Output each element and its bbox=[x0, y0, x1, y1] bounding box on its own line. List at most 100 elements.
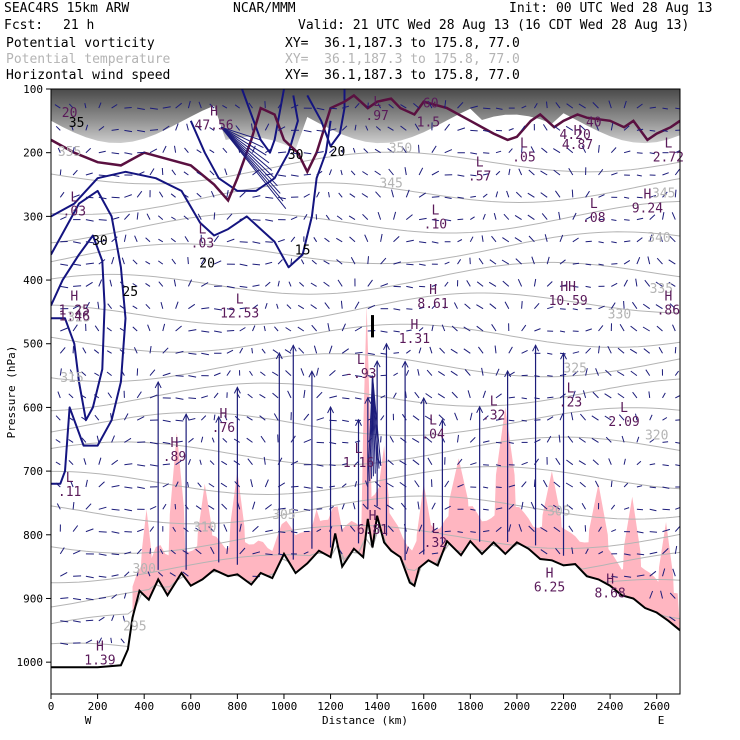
wind-vector-663 bbox=[439, 347, 446, 354]
wind-vector-735 bbox=[495, 170, 501, 176]
updraft-head-3 bbox=[233, 386, 241, 394]
wind-vector-723 bbox=[477, 346, 484, 354]
y-tick-label: 200 bbox=[23, 147, 43, 160]
wind-vector-31 bbox=[73, 241, 81, 244]
wind-vector-553 bbox=[374, 170, 381, 176]
wind-vector-322 bbox=[226, 545, 229, 554]
wind-vector-567 bbox=[374, 481, 381, 488]
wind-vector-782 bbox=[521, 324, 527, 332]
updraft-head-4 bbox=[275, 351, 283, 360]
wind-vector-991 bbox=[644, 279, 651, 287]
wind-vector-251 bbox=[188, 397, 197, 399]
wind-vector-928 bbox=[607, 345, 612, 354]
wind-vector-23 bbox=[60, 620, 69, 623]
wind-vector-613 bbox=[418, 167, 424, 176]
wind-vector-466 bbox=[316, 464, 324, 467]
wind-vector-666 bbox=[438, 414, 446, 421]
wind-vector-17 bbox=[55, 482, 61, 488]
wind-vector-305 bbox=[224, 168, 228, 176]
wind-vector-672 bbox=[457, 101, 464, 109]
wind-vector-7 bbox=[60, 263, 68, 266]
wind-vector-474 bbox=[328, 192, 330, 198]
terrain-line bbox=[51, 515, 680, 669]
wind-vector-505 bbox=[342, 441, 349, 444]
wind-vector-88 bbox=[93, 394, 100, 399]
wind-vector-467 bbox=[316, 486, 323, 489]
wind-vector-437 bbox=[299, 282, 305, 287]
wind-vector-145 bbox=[124, 551, 132, 555]
wind-vector-639 bbox=[431, 284, 438, 287]
wind-vector-601 bbox=[405, 370, 410, 376]
wind-vector-853 bbox=[555, 547, 561, 555]
wind-vector-659 bbox=[444, 261, 450, 265]
wind-vector-495 bbox=[336, 215, 343, 221]
field-name-pv: Potential vorticity bbox=[6, 36, 155, 51]
wind-vector-734 bbox=[495, 150, 502, 154]
wind-vector-800 bbox=[533, 278, 537, 287]
extremum-value-17: 8.61 bbox=[417, 297, 448, 312]
wind-vector-518 bbox=[350, 257, 356, 265]
wind-vector-227 bbox=[175, 350, 184, 354]
wind-vector-229 bbox=[175, 397, 184, 400]
wind-vector-1016 bbox=[656, 325, 663, 332]
wind-vector-652 bbox=[444, 100, 447, 109]
wind-vector-554 bbox=[375, 191, 381, 198]
wind-vector-746 bbox=[495, 418, 503, 421]
wind-vector-995 bbox=[645, 369, 651, 376]
wind-vector-321 bbox=[223, 524, 228, 532]
wind-vector-882 bbox=[585, 263, 592, 266]
wind-vector-203 bbox=[160, 301, 164, 309]
wind-vector-531 bbox=[367, 102, 369, 109]
wind-vector-275 bbox=[200, 436, 204, 443]
wind-vector-715 bbox=[482, 173, 489, 176]
wind-vector-250 bbox=[188, 375, 197, 378]
wind-vector-72 bbox=[85, 598, 94, 601]
wind-vector-400 bbox=[272, 392, 279, 399]
wind-vector-831 bbox=[540, 527, 548, 533]
wind-vector-295 bbox=[213, 414, 216, 421]
wind-vector-285 bbox=[210, 190, 215, 198]
wind-vector-957 bbox=[623, 507, 630, 510]
wind-vector-453 bbox=[316, 170, 323, 176]
wind-vector-1042 bbox=[675, 395, 680, 399]
wind-vector-719 bbox=[478, 258, 484, 265]
wind-vector-982 bbox=[636, 574, 645, 577]
wind-vector-375 bbox=[264, 302, 268, 309]
wind-vector-89 bbox=[94, 414, 100, 421]
wind-vector-727 bbox=[482, 440, 490, 443]
east-end-label: E bbox=[658, 714, 665, 727]
wind-vector-550 bbox=[377, 103, 382, 109]
wind-vector-99 bbox=[98, 637, 103, 644]
x-tick-label: 400 bbox=[134, 700, 154, 713]
wind-vector-441 bbox=[300, 368, 305, 376]
wind-vector-283 bbox=[209, 149, 215, 154]
theta-contour-7 bbox=[51, 353, 680, 383]
wind-vector-1004 bbox=[649, 570, 657, 577]
wind-vector-898 bbox=[598, 145, 600, 153]
wind-vector-188 bbox=[149, 464, 158, 467]
wind-vector-966 bbox=[636, 217, 644, 221]
wind-vector-216 bbox=[175, 102, 183, 109]
wind-vector-813 bbox=[542, 124, 548, 131]
wind-vector-356 bbox=[249, 370, 253, 376]
wind-vector-1019 bbox=[662, 392, 666, 399]
wind-vector-476 bbox=[324, 237, 330, 243]
wind-vector-410 bbox=[290, 152, 299, 155]
extremum-value-24: .32 bbox=[482, 408, 505, 423]
wind-vector-449 bbox=[303, 551, 309, 555]
pv-contour-5 bbox=[241, 89, 285, 154]
wind-vector-194 bbox=[162, 106, 171, 109]
wind-vector-192 bbox=[149, 548, 151, 554]
wind-vector-673 bbox=[457, 127, 466, 131]
wind-vector-171 bbox=[136, 570, 139, 577]
wind-vector-665 bbox=[437, 393, 445, 399]
wind-vector-756 bbox=[506, 190, 510, 198]
wind-vector-444 bbox=[303, 438, 312, 443]
wind-vector-198 bbox=[158, 191, 164, 198]
wind-vector-102 bbox=[111, 152, 120, 155]
wind-vector-147 bbox=[123, 592, 127, 599]
extremum-value-21: 12.53 bbox=[220, 307, 259, 322]
wind-vector-440 bbox=[298, 347, 305, 354]
wind-vector-534 bbox=[362, 171, 369, 176]
wind-vector-887 bbox=[585, 368, 588, 376]
